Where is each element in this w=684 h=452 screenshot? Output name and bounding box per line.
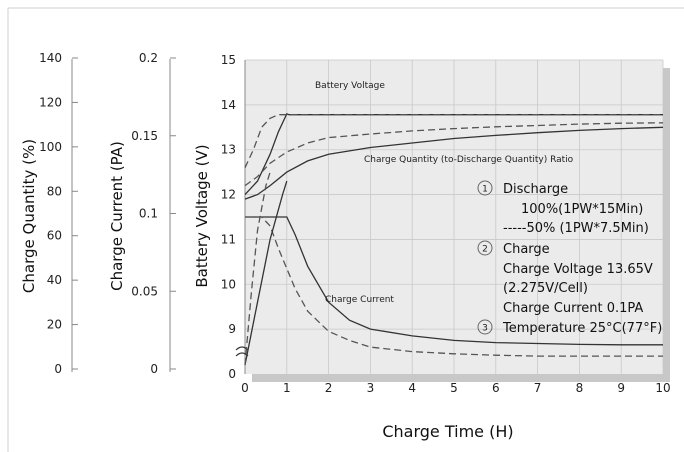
label-battery-voltage: Battery Voltage <box>315 81 385 91</box>
x-tick-10: 10 <box>655 381 670 395</box>
note-1-line-1: Discharge <box>503 182 568 197</box>
series-line-3-dashed <box>244 122 664 187</box>
note-2-line-1: Charge <box>503 242 550 257</box>
voltage-axis-title: Battery Voltage (V) <box>193 144 211 287</box>
note-3-line-1: Temperature 25°C(77°F) <box>502 321 662 336</box>
x-tick-1: 1 <box>283 381 291 395</box>
charge-current-tick-3: 0.05 <box>131 284 158 298</box>
note-1-number: 1 <box>482 185 488 195</box>
x-tick-6: 6 <box>492 381 500 395</box>
x-tick-4: 4 <box>408 381 416 395</box>
note-1-line-2: 100%(1PW*15Min) <box>521 202 643 217</box>
voltage-tick-7: 0 <box>228 367 236 381</box>
voltage-tick-1: 14 <box>221 98 236 112</box>
charge-quantity-axis-title: Charge Quantity (%) <box>20 139 38 293</box>
series-line-0-solid <box>244 112 663 196</box>
series-group <box>244 112 664 366</box>
x-tick-7: 7 <box>534 381 542 395</box>
charge-quantity-ticks: 140 120 100 80 60 40 20 0 <box>39 51 78 376</box>
x-tick-0: 0 <box>241 381 249 395</box>
note-1-circle-icon <box>477 180 493 196</box>
charge-current-tick-2: 0.1 <box>139 207 158 221</box>
charge-quantity-tick-2: 100 <box>39 140 62 154</box>
charge-current-tick-0: 0.2 <box>139 51 158 65</box>
grid <box>244 59 664 374</box>
voltage-ticks: 15 14 13 12 11 10 9 0 <box>221 53 236 381</box>
note-3-number: 3 <box>482 324 488 334</box>
x-tick-8: 8 <box>576 381 584 395</box>
charge-quantity-tick-4: 60 <box>47 229 62 243</box>
x-tick-3: 3 <box>367 381 375 395</box>
note-2-line-4: Charge Current 0.1PA <box>503 301 643 316</box>
x-tick-5: 5 <box>450 381 458 395</box>
note-2-number: 2 <box>482 245 488 255</box>
voltage-tick-3: 12 <box>221 188 236 202</box>
voltage-tick-4: 11 <box>221 232 236 246</box>
charge-current-axis-title: Charge Current (PA) <box>108 141 126 291</box>
charge-quantity-tick-7: 0 <box>54 362 62 376</box>
note-2-circle-icon <box>477 240 493 256</box>
series-line-6-solid <box>244 180 288 366</box>
voltage-tick-2: 13 <box>221 143 236 157</box>
charge-quantity-tick-5: 40 <box>47 273 62 287</box>
voltage-tick-5: 10 <box>221 277 236 291</box>
label-charge-current: Charge Current <box>325 295 394 305</box>
charge-quantity-tick-3: 80 <box>47 184 62 198</box>
charge-current-tick-4: 0 <box>150 362 158 376</box>
x-tick-9: 9 <box>617 381 625 395</box>
voltage-tick-0: 15 <box>221 53 236 67</box>
series-line-4-solid <box>245 216 663 346</box>
notes-block: 1 Discharge 100%(1PW*15Min) -----50% (1P… <box>477 180 662 336</box>
charge-current-tick-1: 0.15 <box>131 129 158 143</box>
x-tick-2: 2 <box>325 381 333 395</box>
note-2-line-3: (2.275V/Cell) <box>503 281 588 296</box>
series-line-7-dashed <box>244 171 271 366</box>
charge-quantity-tick-1: 120 <box>39 95 62 109</box>
note-3-circle-icon <box>477 319 493 335</box>
label-charge-quantity: Charge Quantity (to-Discharge Quantity) … <box>364 155 574 165</box>
series-line-1-dashed <box>244 114 663 168</box>
note-2-line-2: Charge Voltage 13.65V <box>503 262 653 277</box>
charge-quantity-tick-0: 140 <box>39 51 62 65</box>
note-1-line-3: -----50% (1PW*7.5Min) <box>503 221 649 236</box>
series-line-2-solid <box>244 126 664 200</box>
x-axis-title: Charge Time (H) <box>382 422 513 441</box>
voltage-tick-6: 9 <box>228 322 236 336</box>
charge-current-ticks: 0.2 0.15 0.1 0.05 0 <box>131 51 176 376</box>
charge-quantity-tick-6: 20 <box>47 318 62 332</box>
x-ticks: 0 1 2 3 4 5 6 7 8 9 10 <box>241 381 670 395</box>
